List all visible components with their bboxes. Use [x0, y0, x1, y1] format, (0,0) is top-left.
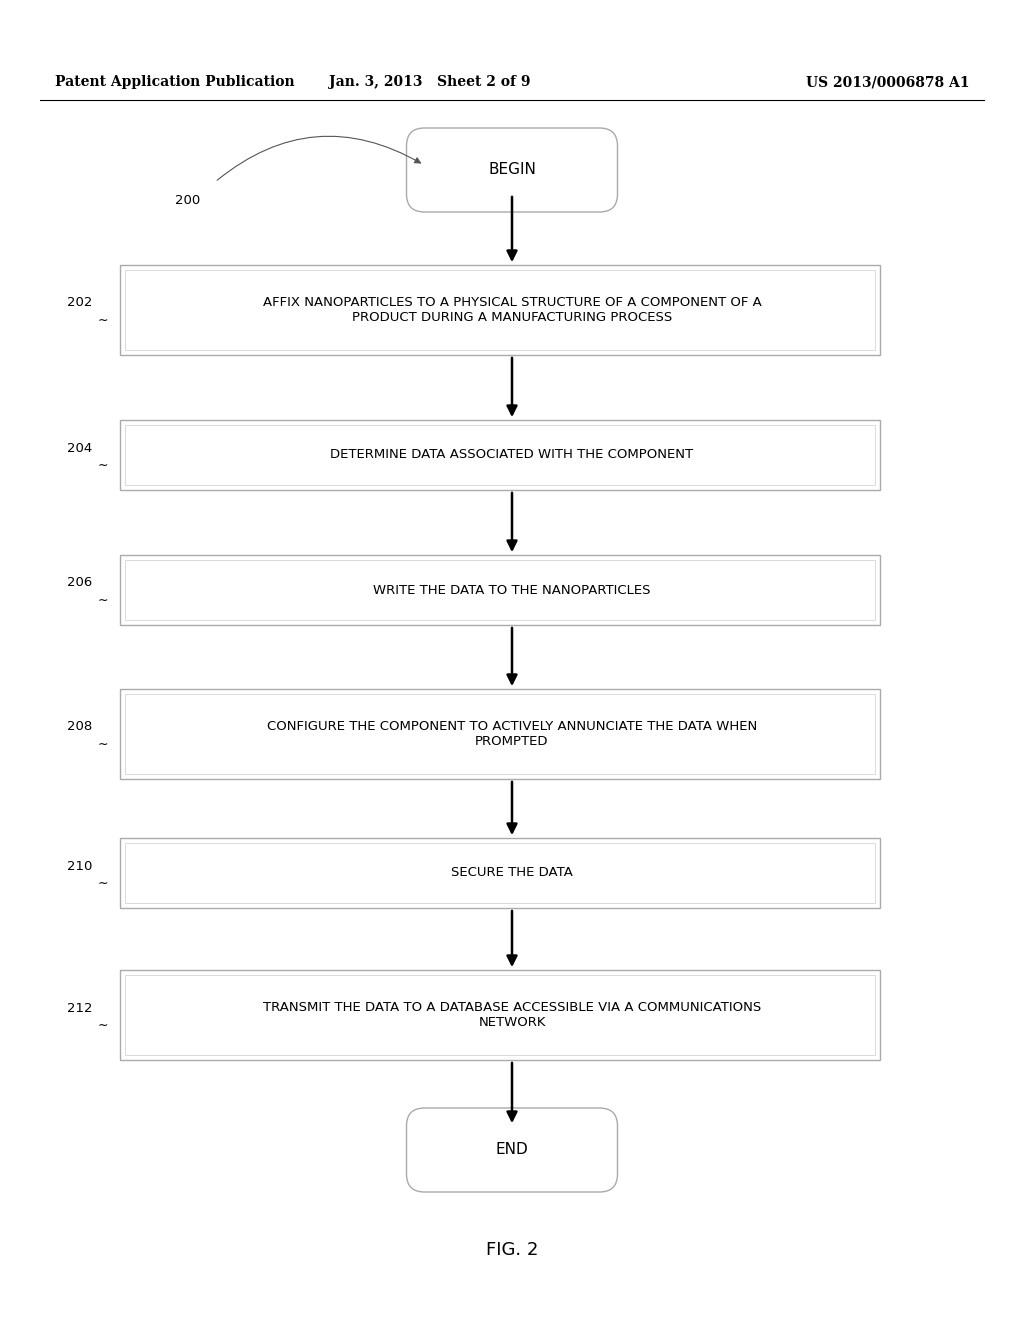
FancyBboxPatch shape [120, 554, 880, 624]
Text: DETERMINE DATA ASSOCIATED WITH THE COMPONENT: DETERMINE DATA ASSOCIATED WITH THE COMPO… [331, 449, 693, 462]
Text: 206: 206 [67, 577, 92, 590]
Text: ∼: ∼ [98, 594, 109, 606]
Text: US 2013/0006878 A1: US 2013/0006878 A1 [806, 75, 969, 88]
FancyBboxPatch shape [120, 689, 880, 779]
FancyBboxPatch shape [120, 838, 880, 908]
FancyBboxPatch shape [407, 128, 617, 213]
Text: TRANSMIT THE DATA TO A DATABASE ACCESSIBLE VIA A COMMUNICATIONS
NETWORK: TRANSMIT THE DATA TO A DATABASE ACCESSIB… [263, 1001, 761, 1030]
FancyBboxPatch shape [120, 265, 880, 355]
Text: ∼: ∼ [98, 1019, 109, 1031]
Text: ∼: ∼ [98, 738, 109, 751]
Text: WRITE THE DATA TO THE NANOPARTICLES: WRITE THE DATA TO THE NANOPARTICLES [374, 583, 650, 597]
Text: CONFIGURE THE COMPONENT TO ACTIVELY ANNUNCIATE THE DATA WHEN
PROMPTED: CONFIGURE THE COMPONENT TO ACTIVELY ANNU… [267, 719, 757, 748]
Text: ∼: ∼ [98, 314, 109, 326]
Text: Jan. 3, 2013   Sheet 2 of 9: Jan. 3, 2013 Sheet 2 of 9 [330, 75, 530, 88]
Text: 202: 202 [67, 297, 92, 309]
Text: 210: 210 [67, 859, 92, 873]
FancyBboxPatch shape [120, 970, 880, 1060]
Text: FIG. 2: FIG. 2 [485, 1241, 539, 1259]
FancyBboxPatch shape [120, 420, 880, 490]
Text: 204: 204 [67, 441, 92, 454]
Text: AFFIX NANOPARTICLES TO A PHYSICAL STRUCTURE OF A COMPONENT OF A
PRODUCT DURING A: AFFIX NANOPARTICLES TO A PHYSICAL STRUCT… [262, 296, 762, 323]
Text: 208: 208 [67, 721, 92, 734]
Text: 200: 200 [175, 194, 201, 206]
Text: ∼: ∼ [98, 458, 109, 471]
Text: END: END [496, 1143, 528, 1158]
Text: SECURE THE DATA: SECURE THE DATA [451, 866, 573, 879]
Text: 212: 212 [67, 1002, 92, 1015]
FancyBboxPatch shape [407, 1107, 617, 1192]
Text: Patent Application Publication: Patent Application Publication [55, 75, 295, 88]
Text: ∼: ∼ [98, 876, 109, 890]
Text: BEGIN: BEGIN [488, 162, 536, 177]
